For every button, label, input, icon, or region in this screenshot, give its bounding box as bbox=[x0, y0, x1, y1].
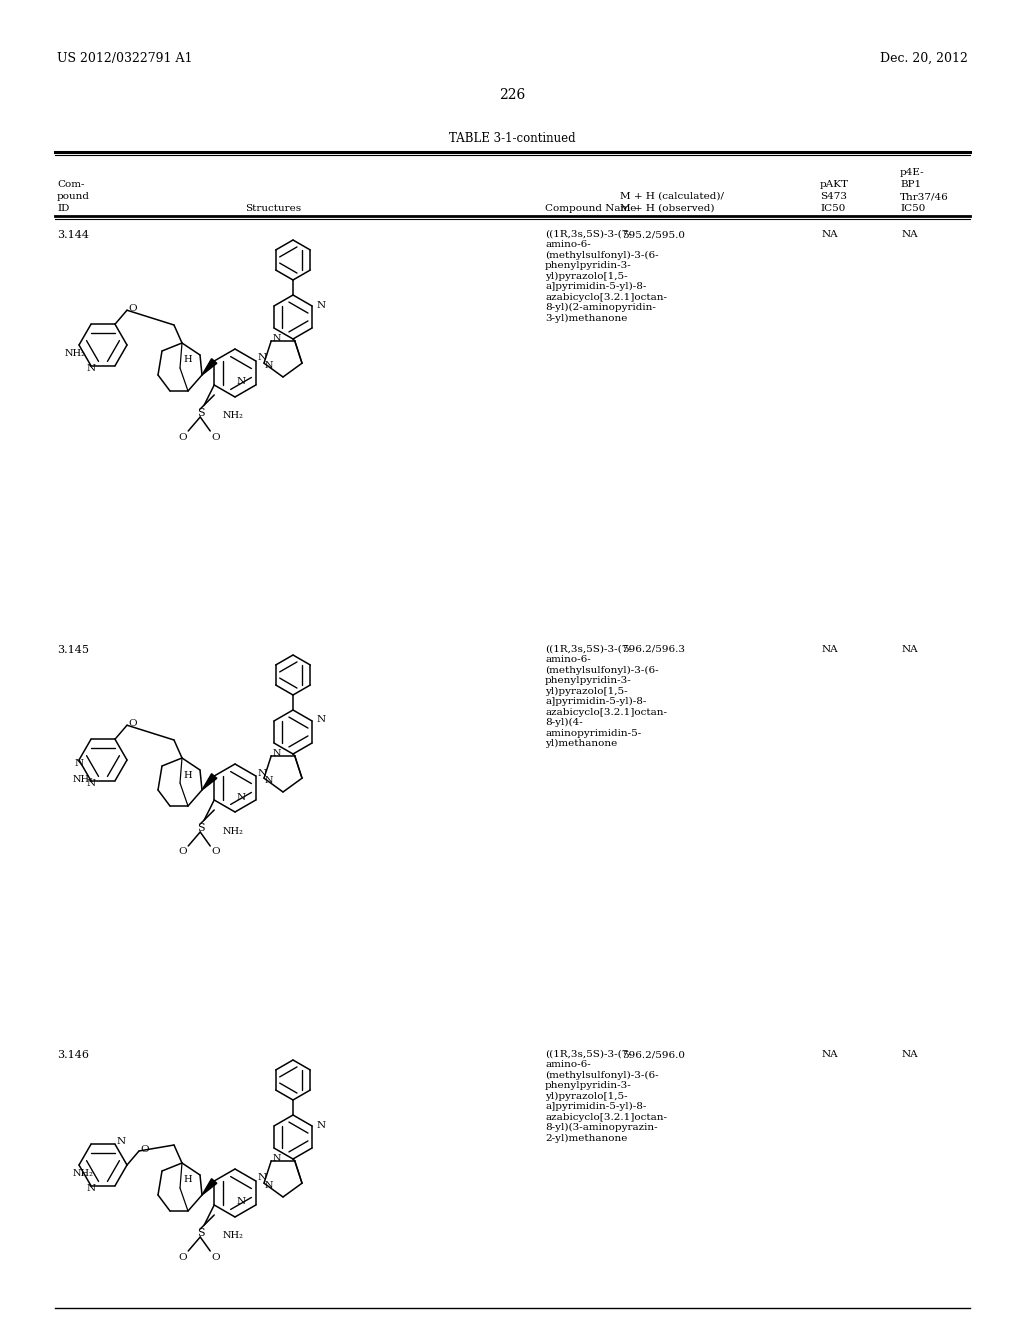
Polygon shape bbox=[202, 359, 217, 375]
Text: NA: NA bbox=[902, 1049, 919, 1059]
Text: Thr37/46: Thr37/46 bbox=[900, 191, 949, 201]
Text: N: N bbox=[258, 1173, 267, 1183]
Text: N: N bbox=[258, 768, 267, 777]
Text: N: N bbox=[87, 364, 96, 374]
Text: IC50: IC50 bbox=[820, 205, 846, 213]
Text: NH₂: NH₂ bbox=[73, 776, 94, 784]
Text: S: S bbox=[198, 1228, 205, 1238]
Text: N: N bbox=[75, 759, 84, 767]
Text: 596.2/596.3: 596.2/596.3 bbox=[622, 645, 685, 653]
Text: O: O bbox=[128, 304, 136, 313]
Text: O: O bbox=[178, 847, 186, 857]
Text: Com-: Com- bbox=[57, 180, 85, 189]
Text: US 2012/0322791 A1: US 2012/0322791 A1 bbox=[57, 51, 193, 65]
Text: NA: NA bbox=[822, 230, 839, 239]
Text: NA: NA bbox=[822, 645, 839, 653]
Text: pAKT: pAKT bbox=[820, 180, 849, 189]
Text: N: N bbox=[87, 1184, 96, 1193]
Text: N: N bbox=[317, 301, 326, 309]
Text: N: N bbox=[265, 1180, 273, 1189]
Text: O: O bbox=[128, 718, 136, 727]
Text: 3.144: 3.144 bbox=[57, 230, 89, 240]
Text: N: N bbox=[272, 1154, 281, 1163]
Text: NH₂: NH₂ bbox=[222, 1232, 243, 1241]
Text: N: N bbox=[317, 1121, 326, 1130]
Text: N: N bbox=[272, 750, 281, 758]
Text: O: O bbox=[178, 1253, 186, 1262]
Text: S: S bbox=[198, 408, 205, 418]
Text: p4E-: p4E- bbox=[900, 168, 925, 177]
Text: TABLE 3-1-continued: TABLE 3-1-continued bbox=[449, 132, 575, 145]
Text: Structures: Structures bbox=[245, 205, 301, 213]
Text: N: N bbox=[237, 1197, 246, 1206]
Text: N: N bbox=[117, 1137, 126, 1146]
Text: NA: NA bbox=[902, 645, 919, 653]
Text: O: O bbox=[211, 433, 220, 441]
Text: NH₂: NH₂ bbox=[222, 412, 243, 421]
Text: N: N bbox=[265, 776, 273, 784]
Text: N: N bbox=[317, 715, 326, 725]
Text: Dec. 20, 2012: Dec. 20, 2012 bbox=[880, 51, 968, 65]
Text: S473: S473 bbox=[820, 191, 847, 201]
Text: M + H (calculated)/: M + H (calculated)/ bbox=[620, 191, 724, 201]
Text: 3.145: 3.145 bbox=[57, 645, 89, 655]
Text: N: N bbox=[265, 360, 273, 370]
Polygon shape bbox=[202, 774, 217, 789]
Text: NH₂: NH₂ bbox=[65, 348, 86, 358]
Text: BP1: BP1 bbox=[900, 180, 922, 189]
Text: NA: NA bbox=[822, 1049, 839, 1059]
Text: 595.2/595.0: 595.2/595.0 bbox=[622, 230, 685, 239]
Text: pound: pound bbox=[57, 191, 90, 201]
Text: ID: ID bbox=[57, 205, 70, 213]
Text: N: N bbox=[258, 354, 267, 363]
Text: IC50: IC50 bbox=[900, 205, 926, 213]
Text: NH₂: NH₂ bbox=[222, 826, 243, 836]
Text: N: N bbox=[87, 779, 96, 788]
Text: ((1R,3s,5S)-3-(7-
amino-6-
(methylsulfonyl)-3-(6-
phenylpyridin-3-
yl)pyrazolo[1: ((1R,3s,5S)-3-(7- amino-6- (methylsulfon… bbox=[545, 1049, 667, 1143]
Text: S: S bbox=[198, 822, 205, 833]
Text: Compound Name: Compound Name bbox=[545, 205, 636, 213]
Text: N: N bbox=[237, 792, 246, 801]
Text: O: O bbox=[211, 1253, 220, 1262]
Text: H: H bbox=[183, 1176, 191, 1184]
Text: 596.2/596.0: 596.2/596.0 bbox=[622, 1049, 685, 1059]
Text: O: O bbox=[140, 1144, 148, 1154]
Text: ((1R,3s,5S)-3-(7-
amino-6-
(methylsulfonyl)-3-(6-
phenylpyridin-3-
yl)pyrazolo[1: ((1R,3s,5S)-3-(7- amino-6- (methylsulfon… bbox=[545, 645, 667, 748]
Text: H: H bbox=[183, 355, 191, 364]
Text: 226: 226 bbox=[499, 88, 525, 102]
Text: N: N bbox=[272, 334, 281, 343]
Text: M + H (observed): M + H (observed) bbox=[620, 205, 715, 213]
Polygon shape bbox=[202, 1179, 217, 1195]
Text: NA: NA bbox=[902, 230, 919, 239]
Text: NH₂: NH₂ bbox=[73, 1168, 94, 1177]
Text: ((1R,3s,5S)-3-(7-
amino-6-
(methylsulfonyl)-3-(6-
phenylpyridin-3-
yl)pyrazolo[1: ((1R,3s,5S)-3-(7- amino-6- (methylsulfon… bbox=[545, 230, 667, 323]
Text: O: O bbox=[178, 433, 186, 441]
Text: H: H bbox=[183, 771, 191, 780]
Text: 3.146: 3.146 bbox=[57, 1049, 89, 1060]
Text: N: N bbox=[237, 378, 246, 387]
Text: O: O bbox=[211, 847, 220, 857]
